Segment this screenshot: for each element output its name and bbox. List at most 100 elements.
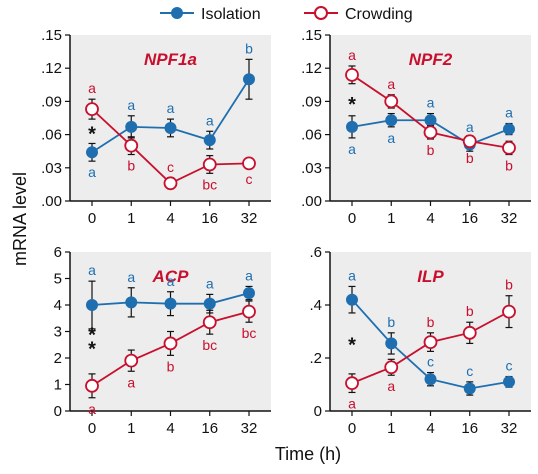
y-tick-label: 2 [54, 350, 62, 367]
legend-crowding-marker [314, 6, 328, 20]
x-tick-label: 1 [387, 210, 395, 227]
data-point [85, 378, 99, 393]
significance-letter: a [245, 267, 253, 283]
y-tick-label: .15 [301, 27, 322, 44]
y-tick-label: 3 [54, 324, 62, 341]
data-point [124, 353, 139, 368]
panel-title: ACP [152, 267, 190, 286]
significance-letter: a [127, 374, 135, 390]
significance-letter: b [505, 277, 513, 293]
x-tick-label: 16 [461, 420, 478, 437]
significance-letter: a [88, 262, 96, 278]
significance-letter: a [387, 76, 395, 92]
significance-letter: b [427, 314, 435, 330]
significance-letter: a [88, 80, 96, 96]
x-tick-label: 32 [501, 420, 518, 437]
data-point [503, 375, 515, 388]
y-tick-label: 5 [54, 271, 62, 288]
data-point [385, 337, 398, 350]
legend-isolation-label: Isolation [201, 6, 261, 23]
x-tick-label: 4 [166, 420, 174, 437]
x-tick-label: 0 [348, 210, 356, 227]
y-tick-label: .4 [309, 297, 322, 314]
data-point [164, 297, 177, 310]
data-point [346, 293, 358, 306]
x-tick-label: 0 [88, 420, 96, 437]
significance-star: * [348, 334, 356, 356]
data-point [86, 146, 98, 159]
data-point [384, 360, 399, 375]
significance-letter: bc [202, 176, 217, 192]
y-tick-label: .00 [41, 193, 62, 210]
significance-letter: b [466, 303, 474, 319]
significance-letter: a [348, 395, 356, 411]
significance-letter: b [167, 358, 175, 374]
data-point [462, 325, 477, 340]
series-isolation: a a a a b [86, 40, 255, 180]
significance-letter: a [127, 269, 135, 285]
significance-letter: c [427, 354, 434, 370]
data-point [423, 335, 438, 350]
data-point [125, 120, 138, 133]
significance-letter: a [348, 141, 356, 157]
y-tick-label: 0 [54, 403, 62, 420]
y-tick-label: 4 [54, 297, 62, 314]
x-tick-label: 4 [426, 210, 434, 227]
legend: Isolation Crowding [160, 6, 413, 23]
significance-letter: c [506, 358, 513, 374]
plot-background [70, 35, 271, 201]
significance-letter: c [246, 171, 253, 187]
y-axis-title: mRNA level [10, 172, 30, 266]
data-point [423, 125, 438, 140]
data-point [243, 287, 255, 300]
panel-title: NPF1a [144, 50, 197, 69]
y-tick-label: .00 [301, 193, 322, 210]
significance-letter: a [206, 112, 214, 128]
significance-letter: b [427, 142, 435, 158]
chart-panel-3: 0 .2 .4 .6 0 1 4 16 32 ILP a b c c c a a b b b * [309, 244, 531, 437]
data-point [86, 299, 98, 311]
x-tick-label: 16 [461, 210, 478, 227]
x-tick-label: 32 [241, 210, 258, 227]
data-point [242, 304, 256, 319]
x-tick-label: 1 [127, 210, 135, 227]
significance-letter: a [206, 275, 214, 291]
data-point [502, 140, 516, 155]
data-point [243, 73, 255, 86]
x-tick-label: 4 [426, 420, 434, 437]
significance-star: * [88, 324, 96, 346]
y-tick-label: .06 [41, 127, 62, 144]
significance-letter: a [505, 105, 513, 121]
significance-letter: bc [242, 325, 257, 341]
data-point [385, 114, 398, 127]
data-point [202, 315, 217, 330]
data-point [203, 134, 216, 147]
significance-letter: a [88, 401, 96, 417]
y-tick-label: .03 [301, 160, 322, 177]
data-point [163, 176, 178, 191]
x-tick-label: 32 [501, 210, 518, 227]
data-point [424, 373, 437, 386]
data-point [164, 121, 177, 134]
significance-letter: a [167, 100, 175, 116]
x-tick-label: 4 [166, 210, 174, 227]
significance-letter: c [466, 363, 473, 379]
y-tick-label: .12 [41, 60, 62, 77]
series-crowding: ab cbc c [85, 80, 256, 192]
significance-letter: a [387, 130, 395, 146]
significance-star: * [348, 94, 356, 116]
y-tick-label: .2 [309, 350, 322, 367]
data-point [345, 67, 359, 82]
legend-crowding-label: Crowding [345, 6, 413, 23]
x-tick-label: 16 [201, 210, 218, 227]
x-tick-label: 32 [241, 420, 258, 437]
significance-letter: a [127, 97, 135, 113]
x-tick-label: 0 [88, 210, 96, 227]
